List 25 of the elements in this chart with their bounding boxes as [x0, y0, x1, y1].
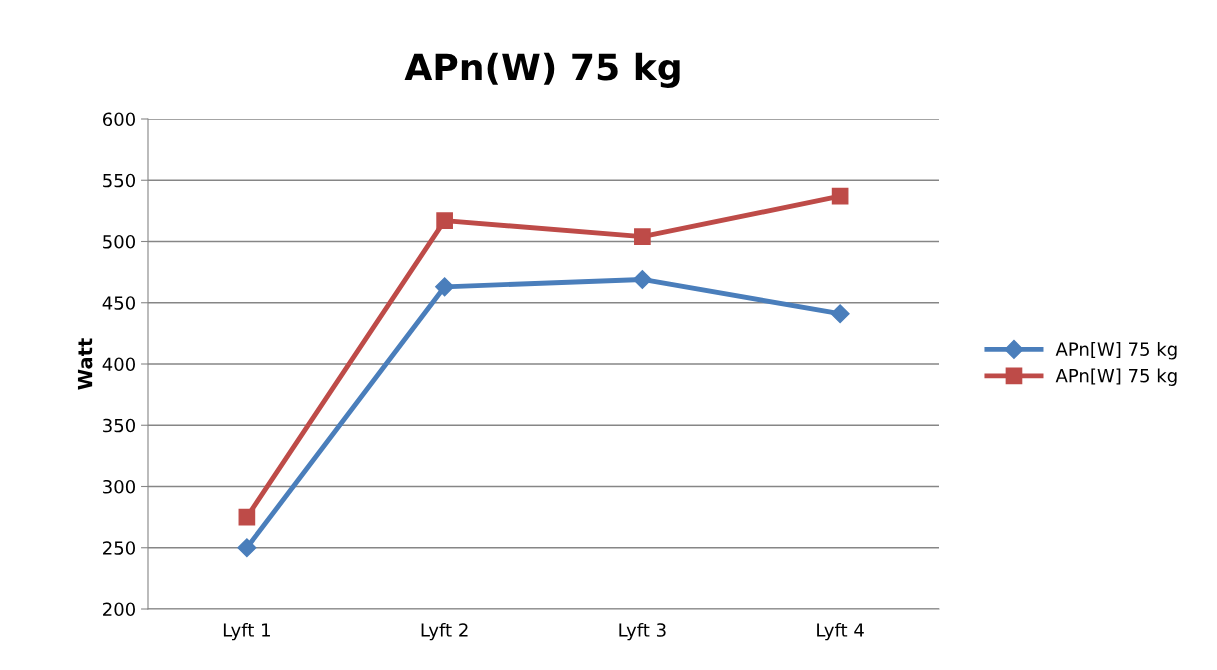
point	[632, 269, 652, 290]
y-tick-label: 400	[102, 357, 135, 372]
point	[237, 538, 257, 558]
point	[634, 228, 651, 245]
y-tick-label: 350	[103, 418, 135, 433]
y-tick-label: 300	[103, 479, 135, 494]
y-tick-label: 550	[103, 173, 135, 188]
y-tick-label: 250	[103, 541, 135, 555]
x-tick-label: Lyft 4	[817, 622, 864, 641]
chart-title: APn(W) 75 kg	[404, 52, 680, 88]
legend-label: APn[W] 75 kg	[1055, 342, 1177, 360]
y-tick-label: 450	[102, 296, 135, 310]
point	[435, 277, 455, 297]
point	[436, 212, 453, 230]
point	[830, 304, 850, 324]
y-tick-label: 200	[103, 602, 135, 617]
y-axis-title: Watt	[77, 338, 93, 390]
point	[238, 508, 256, 526]
x-tick-label: Lyft 1	[223, 622, 270, 641]
y-tick-label: 600	[102, 112, 135, 127]
x-tick-label: Lyft 2	[421, 622, 468, 641]
point	[831, 187, 849, 205]
y-tick-label: 500	[103, 234, 135, 249]
legend-label: APn[W] 75 kg	[1055, 368, 1177, 386]
x-tick-label: Lyft 3	[619, 622, 666, 641]
